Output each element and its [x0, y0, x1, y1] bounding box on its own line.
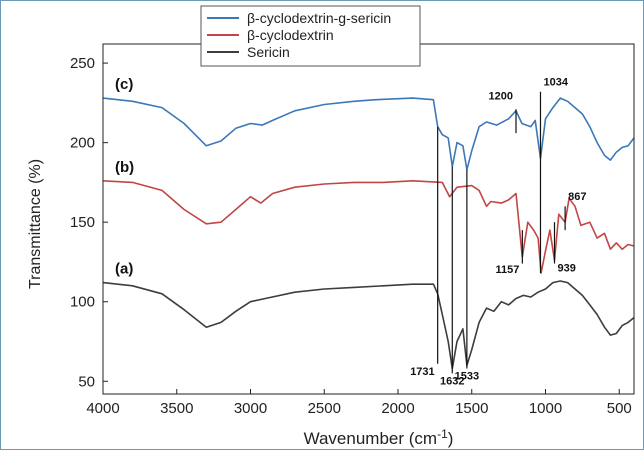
curve-label-2: (a) — [115, 261, 133, 278]
y-tick-label: 200 — [70, 135, 95, 152]
peak-label-867: 867 — [568, 191, 586, 203]
peak-label-1200: 1200 — [489, 91, 513, 103]
peak-label-939: 939 — [557, 263, 575, 275]
legend: β-cyclodextrin-g-sericinβ-cyclodextrinSe… — [200, 5, 421, 67]
x-axis-title-end: ) — [448, 429, 454, 448]
legend-label-2: Sericin — [247, 44, 290, 60]
curve-label-0: (c) — [115, 76, 133, 93]
x-tick-label: 2500 — [308, 400, 341, 417]
x-tick-label: 2000 — [381, 400, 414, 417]
x-axis-title: Wavenumber (cm-1) — [304, 427, 454, 448]
x-tick-label: 3000 — [234, 400, 267, 417]
y-axis-title: Transmittance (%) — [27, 159, 44, 289]
y-tick-label: 150 — [70, 214, 95, 231]
series-line-2 — [102, 280, 635, 370]
peak-label-1034: 1034 — [543, 76, 568, 88]
y-tick-label: 250 — [70, 55, 95, 72]
x-tick-label: 1000 — [529, 400, 562, 417]
x-tick-label: 500 — [607, 400, 632, 417]
curve-label-1: (b) — [115, 159, 134, 176]
y-tick-label: 100 — [70, 294, 95, 311]
peak-label-1157: 1157 — [495, 264, 519, 276]
x-tick-label: 1500 — [455, 400, 488, 417]
plot-area: (c) (b) (a) — [102, 76, 635, 370]
plot-border — [102, 43, 635, 395]
peak-label-1731: 1731 — [410, 366, 434, 378]
legend-label-0: β-cyclodextrin-g-sericin — [247, 10, 391, 26]
x-axis-title-main: Wavenumber (cm — [304, 429, 438, 448]
peak-label-1533: 1533 — [455, 371, 479, 383]
x-tick-label: 3500 — [160, 400, 193, 417]
y-tick-label: 50 — [78, 373, 95, 390]
legend-label-1: β-cyclodextrin — [247, 27, 334, 43]
x-tick-label: 4000 — [86, 400, 119, 417]
series-line-1 — [102, 180, 635, 274]
series-line-0 — [102, 97, 635, 171]
peak-label-1632: 1632 — [440, 375, 464, 387]
x-axis-title-sup: -1 — [437, 427, 448, 441]
